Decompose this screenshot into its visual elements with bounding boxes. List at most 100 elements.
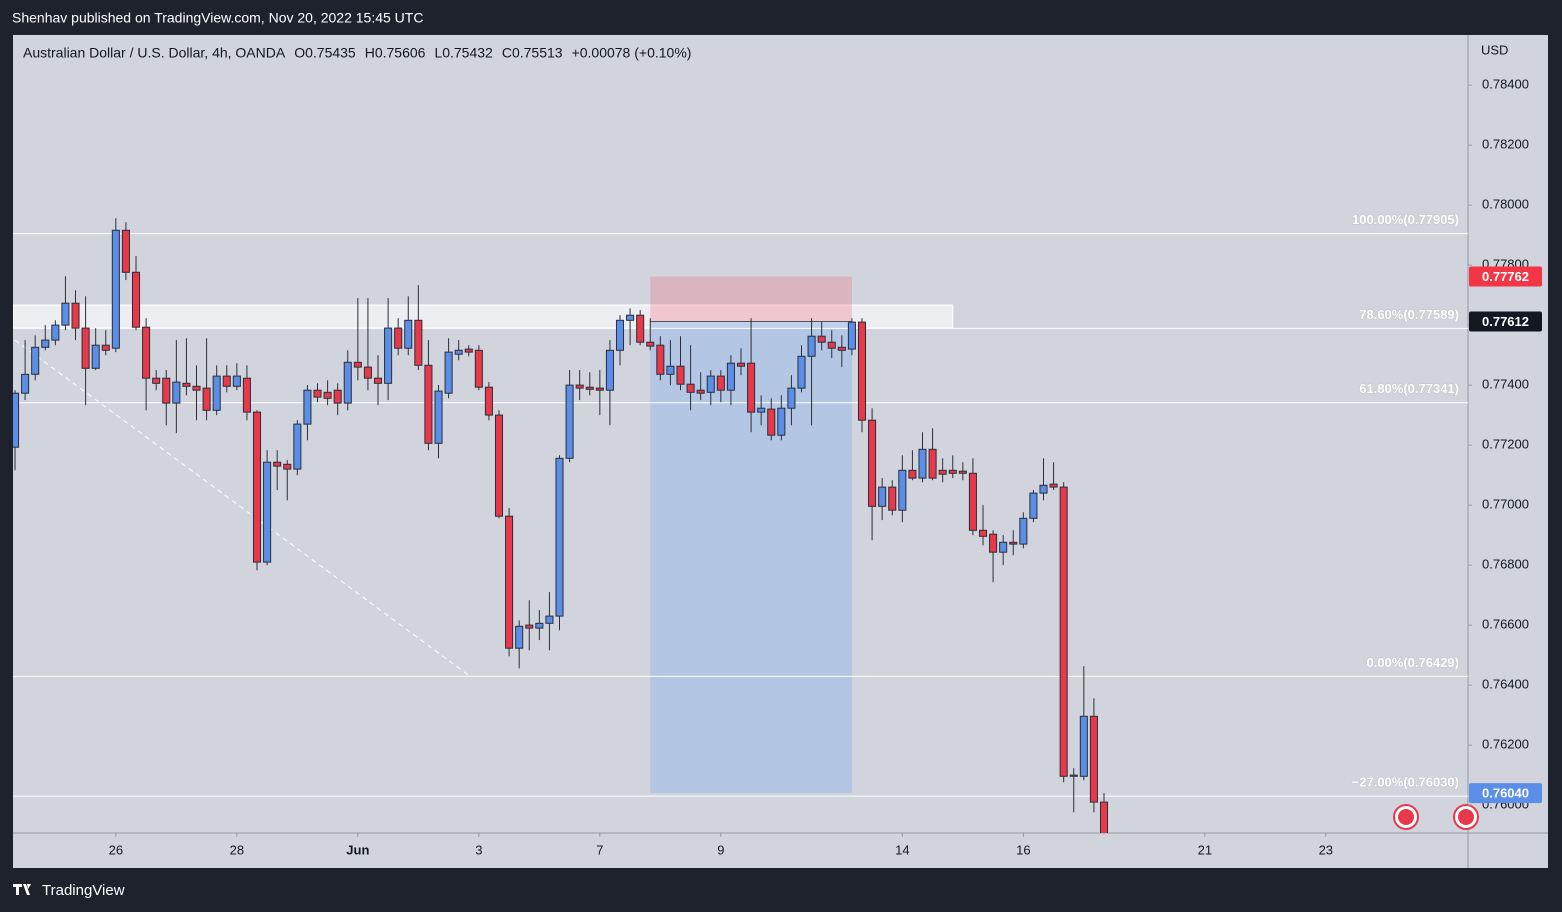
candle-body (313, 389, 322, 398)
candle-body (1089, 715, 1098, 803)
candle-body (706, 375, 715, 393)
candle-body (111, 229, 120, 349)
candle-body (444, 351, 453, 394)
logo-icon (13, 884, 31, 895)
candle-body (1019, 517, 1028, 545)
candle-body (13, 392, 20, 448)
candle-body (41, 339, 50, 348)
candle-body (71, 302, 80, 329)
candle-body (91, 344, 100, 369)
candle-body (404, 319, 413, 349)
legend-close: C0.75513 (502, 45, 563, 61)
candle-body (575, 384, 584, 389)
candle-body (898, 469, 907, 511)
candle-body (142, 326, 151, 379)
candle-body (777, 407, 786, 436)
y-tick-label: 0.76200 (1482, 737, 1529, 752)
candle-body (363, 366, 372, 379)
candle-body (131, 271, 141, 328)
candle-body (626, 314, 635, 321)
x-tick-label: 3 (475, 842, 482, 857)
candle-body (1009, 541, 1018, 545)
candle-body (192, 385, 201, 391)
candle-body (565, 384, 574, 459)
candle-body (868, 419, 877, 507)
candle-body (333, 389, 342, 404)
candle-body (303, 389, 312, 425)
candle-body (989, 533, 998, 553)
candle-body (837, 346, 846, 351)
candle-body (343, 361, 352, 404)
y-tick-label: 0.77400 (1482, 377, 1529, 392)
candle-body (716, 375, 725, 391)
fib-label: 100.00%(0.77905) (1352, 212, 1459, 227)
candle-body (817, 335, 826, 343)
candle-body (515, 625, 524, 649)
candle-body (51, 324, 60, 341)
candle-body (857, 321, 867, 421)
candle-body (21, 373, 30, 394)
candle-body (666, 365, 675, 375)
candle-body (81, 327, 90, 369)
candle-body (787, 387, 796, 409)
x-tick-label: 7 (596, 842, 603, 857)
stop-zone (650, 276, 852, 322)
candle-body (958, 470, 967, 474)
fib-label: 61.80%(0.77341) (1359, 381, 1459, 396)
y-tick-label: 0.76800 (1482, 557, 1529, 572)
candle-body (525, 624, 534, 629)
candle-body (918, 448, 927, 479)
y-tick-label: 0.78000 (1482, 197, 1529, 212)
price-tag (1469, 311, 1542, 332)
candle-body (696, 389, 705, 394)
candle-body (212, 375, 221, 411)
candle-body (545, 615, 554, 624)
candle-body (767, 408, 776, 436)
candle-body (152, 377, 161, 384)
candle-body (323, 391, 332, 399)
candle-body (31, 346, 40, 375)
fib-label: −27.00%(0.76030) (1352, 775, 1459, 790)
candle-body (615, 319, 625, 351)
candle-body (878, 486, 887, 507)
x-tick-label: Jun (346, 842, 369, 857)
candle-body (928, 448, 937, 479)
candle-body (424, 364, 433, 444)
candle-body (605, 349, 614, 391)
candle-body (676, 365, 685, 385)
price-tag (1469, 783, 1542, 804)
candle-body (797, 355, 806, 389)
candle-body (202, 387, 211, 411)
candle-body (595, 387, 604, 391)
candle-body (283, 463, 292, 470)
candle-body (1069, 774, 1078, 777)
candle-body (999, 541, 1008, 553)
candle-body (686, 383, 695, 393)
candle-body (1059, 486, 1068, 777)
candle-body (222, 375, 231, 387)
candle-body (293, 423, 302, 470)
candle-body (474, 349, 483, 388)
candle-body (636, 314, 645, 343)
candle-body (646, 341, 655, 347)
x-tick-label: 21 (1198, 842, 1212, 857)
candle-body (908, 469, 917, 479)
x-tick-label: 14 (895, 842, 909, 857)
flag-icon (1458, 809, 1474, 825)
candle-body (535, 622, 544, 629)
overlay: Australian Dollar / U.S. Dollar, 4h, OAN… (23, 42, 1542, 857)
trendline (14, 339, 471, 677)
candle-body (353, 361, 362, 368)
candle-body (384, 327, 393, 384)
candle-body (172, 381, 181, 404)
candle-body (394, 327, 403, 349)
y-tick-label: 0.78200 (1482, 137, 1529, 152)
y-tick-label: 0.77200 (1482, 437, 1529, 452)
candle-body (726, 362, 735, 391)
legend-open: O0.75435 (294, 45, 356, 61)
legend-symbol: Australian Dollar / U.S. Dollar, 4h, OAN… (23, 45, 286, 61)
candle-body (373, 377, 383, 384)
price-tag-label: 0.76040 (1482, 786, 1529, 801)
candle-body (1049, 483, 1058, 488)
